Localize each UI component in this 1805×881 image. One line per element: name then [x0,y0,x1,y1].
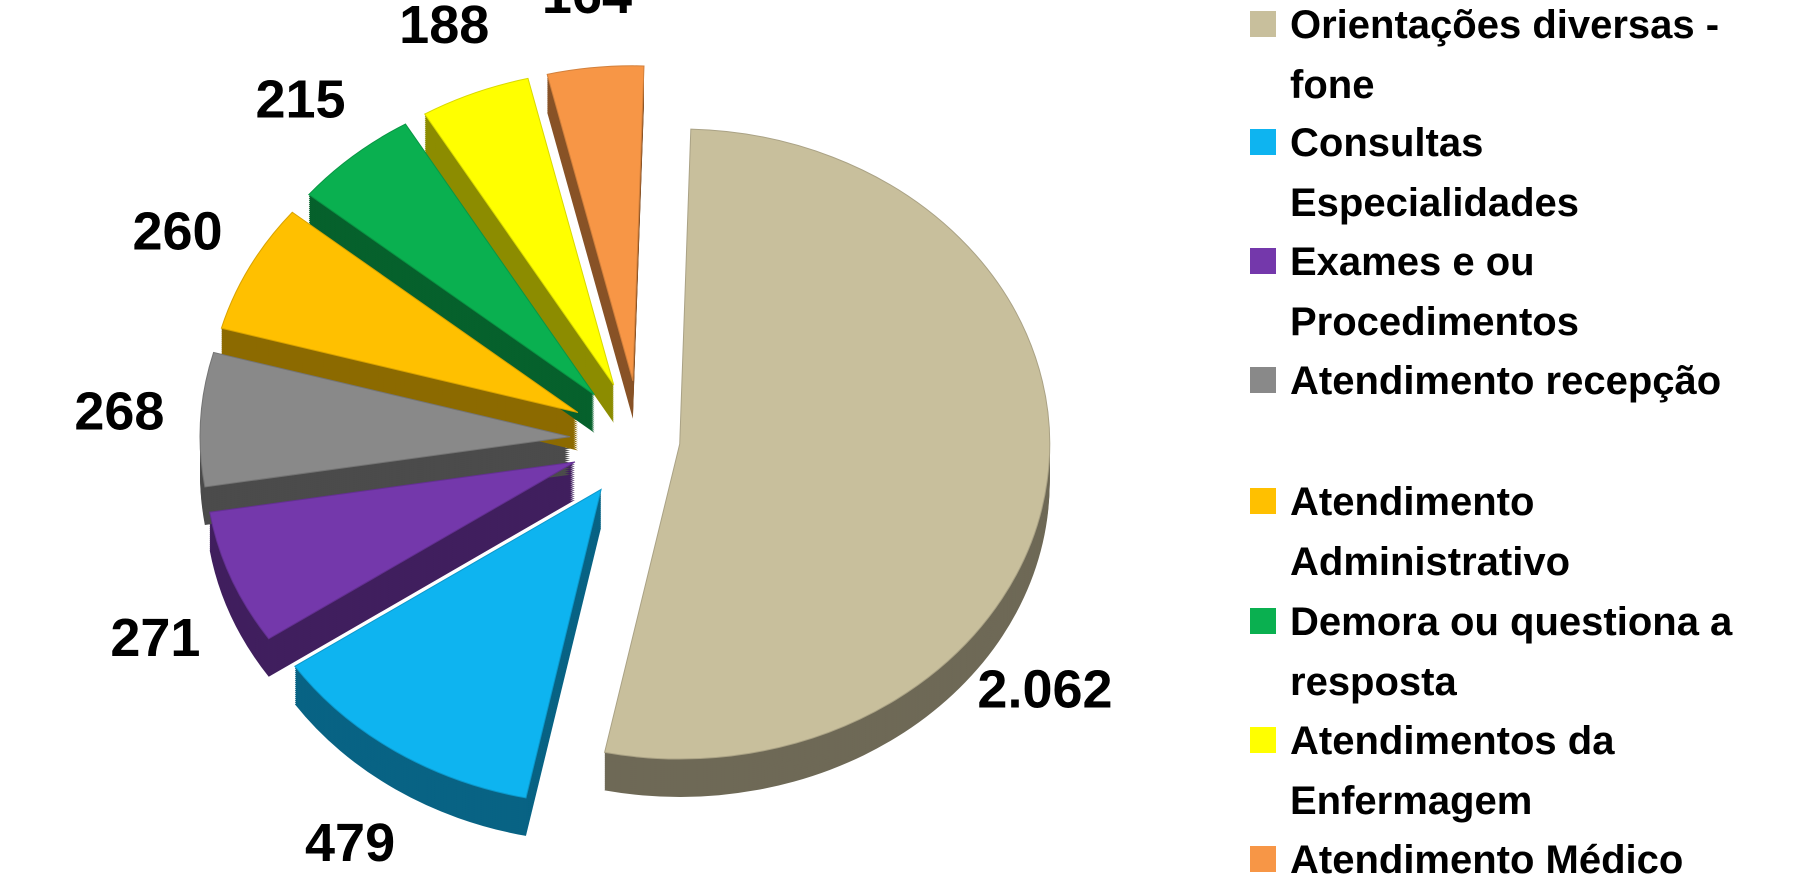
legend-item: Atendimentos da Enfermagem [1250,711,1790,831]
legend-item: Atendimento recepção [1250,351,1790,411]
legend-label: Atendimento recepção [1290,359,1722,403]
legend-swatch [1250,11,1276,37]
legend-swatch [1250,488,1276,514]
legend-label: Atendimento Médico [1290,838,1684,881]
legend-label: Orientações diversas - fone [1290,3,1731,107]
legend-swatch [1250,608,1276,634]
legend-item: Orientações diversas - fone [1250,0,1790,115]
slice [603,128,1051,760]
legend-label: Exames e ou Procedimentos [1290,240,1579,344]
legend-swatch [1250,129,1276,155]
slice [294,488,602,799]
value-label: 215 [255,69,345,129]
legend-swatch [1250,727,1276,753]
value-label: 268 [74,382,164,442]
value-label: 271 [110,608,200,668]
slice [546,65,645,381]
slice [220,211,579,414]
legend-label: Atendimentos da Enfermagem [1290,719,1626,823]
legend-item: Consultas Especialidades [1250,113,1790,233]
value-label: 479 [305,813,395,873]
value-label: 188 [399,0,489,55]
legend-item: Atendimento Médico [1250,830,1790,881]
slice [308,123,595,396]
legend-item: Atendimento Administrativo [1250,472,1790,592]
value-label: 260 [132,201,222,261]
legend-swatch [1250,367,1276,393]
legend-label: Demora ou questiona a resposta [1290,600,1744,704]
value-label: 164 [542,0,632,25]
legend-item: Exames e ou Procedimentos [1250,232,1790,352]
value-label: 2.062 [977,659,1112,719]
legend-swatch [1250,846,1276,872]
legend-swatch [1250,248,1276,274]
slice [199,351,571,488]
legend-label: Consultas Especialidades [1290,121,1580,225]
legend-label: Atendimento Administrativo [1290,480,1571,584]
legend-item: Demora ou questiona a resposta [1250,592,1790,712]
slice [209,461,576,640]
slice [423,77,615,386]
